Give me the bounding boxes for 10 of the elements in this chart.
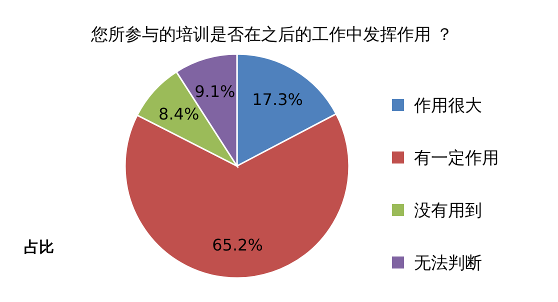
chart-title: 您所参与的培训是否在之后的工作中发挥作用 ？ — [90, 25, 454, 45]
text: 占比 — [24, 238, 54, 256]
legend-label: 作用很大 — [413, 96, 482, 116]
data-label: 65.2% — [212, 235, 263, 254]
data-label: 17.3% — [252, 90, 303, 109]
data-label: 9.1% — [194, 82, 236, 101]
data-label: 8.4% — [158, 104, 200, 124]
legend-label: 没有用到 — [414, 201, 482, 221]
legend-label: 无法判断 — [414, 254, 482, 274]
legend-label: 有一定作用 — [414, 148, 499, 168]
